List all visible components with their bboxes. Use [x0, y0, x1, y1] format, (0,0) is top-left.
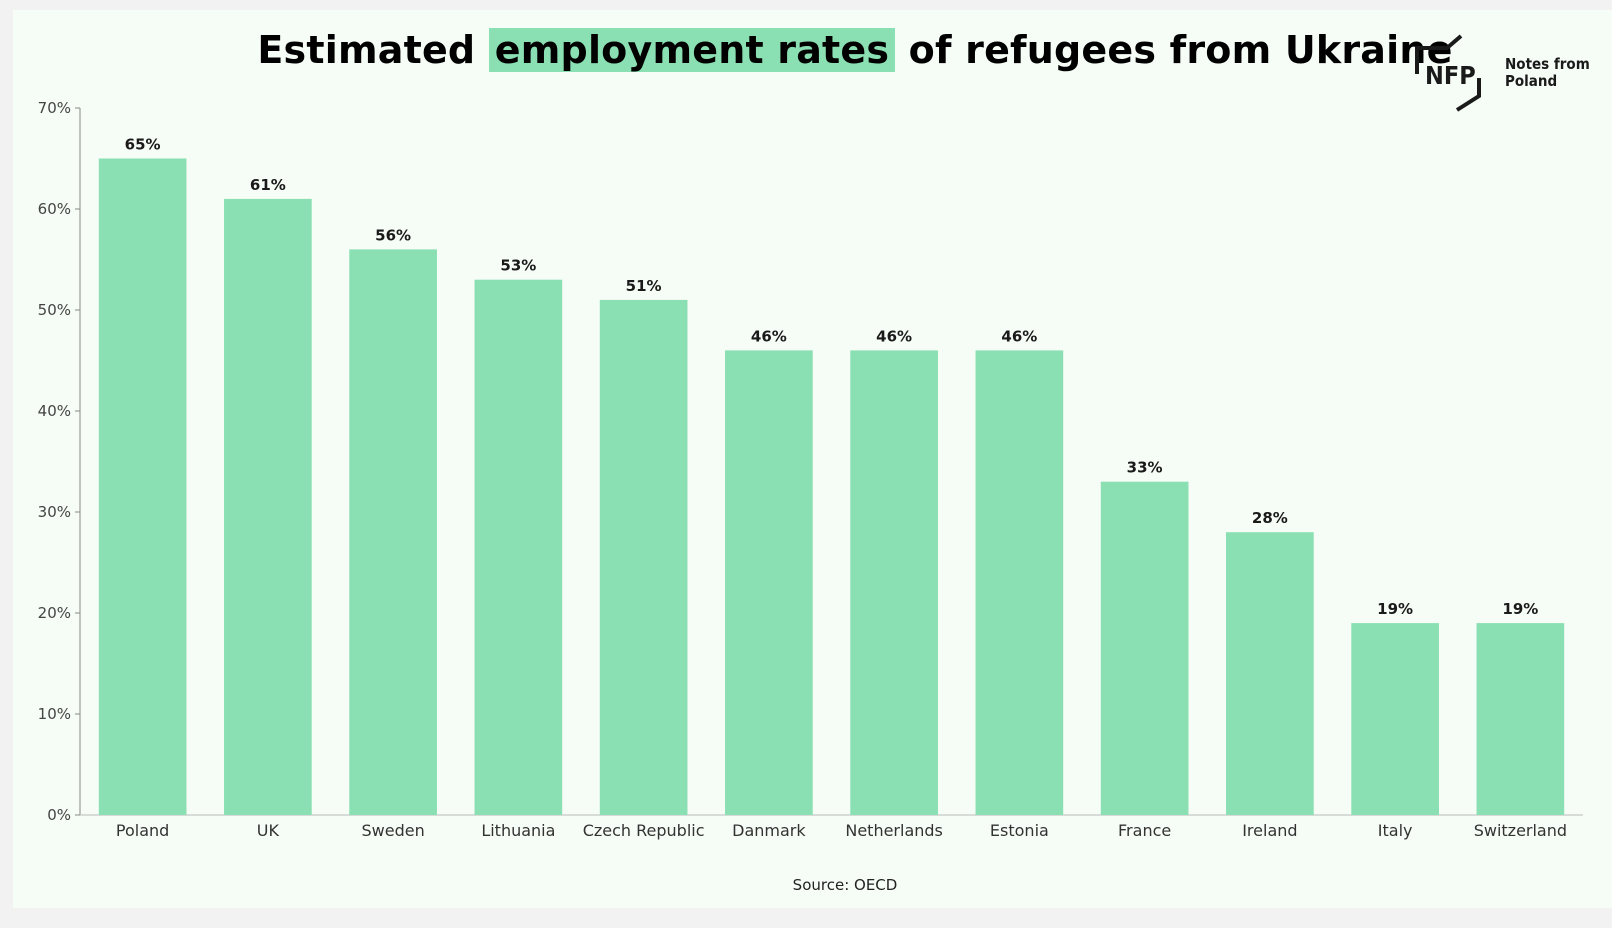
title-before: Estimated	[257, 28, 476, 72]
bar	[850, 350, 938, 815]
bar-value-label: 46%	[1001, 327, 1037, 345]
bar	[975, 350, 1064, 815]
x-axis-labels: Poland UK Sweden Lithuania Czech Republic Dan…	[116, 821, 1567, 840]
category-label: Italy	[1378, 821, 1413, 840]
category-label: Sweden	[362, 821, 425, 840]
category-label: Netherlands	[845, 821, 943, 840]
bar	[1351, 623, 1439, 815]
bar-value-label: 19%	[1502, 600, 1538, 618]
bar	[98, 158, 187, 815]
bar	[1226, 532, 1314, 815]
bar	[599, 299, 688, 815]
category-label: France	[1118, 821, 1171, 840]
logo-mark: NFP	[1425, 61, 1476, 90]
bar-value-label: 53%	[500, 257, 536, 275]
y-axis: 0% 10% 20% 30% 40% 50% 60% 70%	[38, 99, 1583, 824]
bar-value-label: 46%	[876, 327, 912, 345]
bar-value-label: 33%	[1127, 459, 1163, 477]
bar	[1476, 623, 1565, 815]
title-highlight: employment rates	[488, 28, 896, 72]
category-label: Ireland	[1242, 821, 1297, 840]
bar	[224, 198, 312, 815]
category-label: Switzerland	[1474, 821, 1567, 840]
source-note: Source: OECD	[792, 876, 898, 894]
y-tick-label: 40%	[38, 402, 71, 420]
y-tick-label: 60%	[38, 200, 71, 218]
logo-text: Notes from Poland	[1505, 56, 1590, 90]
nfp-logo-icon: NFP	[1415, 34, 1481, 112]
bars: 65% 61% 56% 53% 51% 46% 46% 46% 33% 28% 19% 19%	[98, 136, 1565, 815]
y-tick-label: 50%	[38, 301, 71, 319]
bar	[725, 350, 813, 815]
logo-line-1: Notes from	[1505, 55, 1590, 73]
logo-line-2: Poland	[1505, 72, 1558, 90]
bar-value-label: 28%	[1252, 509, 1288, 527]
bar-value-label: 56%	[375, 226, 411, 244]
y-tick-label: 30%	[38, 503, 71, 521]
y-tick-label: 20%	[38, 604, 71, 622]
title-after: of refugees from Ukraine	[908, 28, 1453, 72]
category-label: Lithuania	[481, 821, 555, 840]
category-label: Czech Republic	[583, 821, 705, 840]
category-label: Poland	[116, 821, 169, 840]
y-tick-label: 10%	[38, 705, 71, 723]
y-tick-label: 70%	[38, 99, 71, 117]
category-label: UK	[257, 821, 280, 840]
bar-value-label: 61%	[250, 176, 286, 194]
y-tick-label: 0%	[47, 806, 71, 824]
chart-title: Estimated employment rates of refugees f…	[0, 28, 1612, 72]
nfp-logo: NFP Notes from Poland	[1415, 34, 1595, 114]
bar	[349, 249, 437, 815]
bar-value-label: 65%	[125, 136, 161, 154]
bar	[1100, 481, 1189, 815]
bar-value-label: 46%	[751, 327, 787, 345]
bar-value-label: 19%	[1377, 600, 1413, 618]
bar-value-label: 51%	[626, 277, 662, 295]
category-label: Danmark	[732, 821, 806, 840]
category-label: Estonia	[990, 821, 1049, 840]
bar	[474, 279, 563, 815]
